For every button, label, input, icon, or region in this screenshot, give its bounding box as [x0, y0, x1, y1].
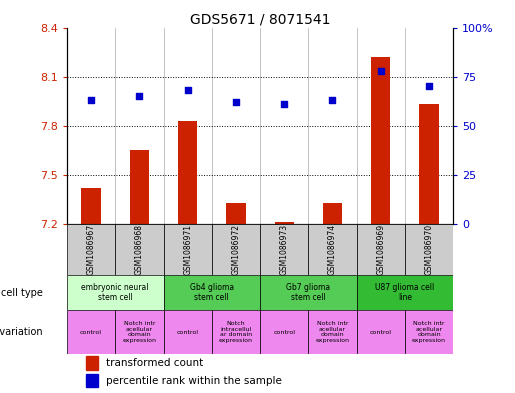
Text: Gb4 glioma
stem cell: Gb4 glioma stem cell	[190, 283, 234, 303]
Text: GSM1086972: GSM1086972	[231, 224, 241, 275]
Text: Notch intr
acellular
domain
expression: Notch intr acellular domain expression	[123, 321, 157, 343]
Text: control: control	[80, 330, 102, 334]
Text: GSM1086971: GSM1086971	[183, 224, 192, 275]
Text: control: control	[273, 330, 295, 334]
Point	[232, 99, 240, 105]
Text: cell type: cell type	[1, 288, 43, 298]
Text: GSM1086969: GSM1086969	[376, 224, 385, 275]
Bar	[163, 275, 260, 310]
Bar	[67, 310, 115, 354]
Text: GSM1086974: GSM1086974	[328, 224, 337, 275]
Bar	[67, 275, 163, 310]
Bar	[356, 310, 405, 354]
Text: embryonic neural
stem cell: embryonic neural stem cell	[81, 283, 149, 303]
Point	[135, 93, 144, 99]
Bar	[419, 105, 439, 224]
Text: Notch intr
acellular
domain
expression: Notch intr acellular domain expression	[412, 321, 446, 343]
Bar	[274, 222, 294, 224]
Point	[425, 83, 433, 90]
Bar	[308, 310, 356, 354]
Text: GSM1086967: GSM1086967	[87, 224, 96, 275]
Text: control: control	[177, 330, 199, 334]
Text: genotype/variation: genotype/variation	[0, 327, 43, 337]
Bar	[260, 224, 308, 275]
Text: GSM1086970: GSM1086970	[424, 224, 434, 275]
Bar	[81, 188, 101, 224]
Bar	[356, 224, 405, 275]
Bar	[226, 203, 246, 224]
Point	[183, 87, 192, 94]
Text: Notch
intracellul
ar domain
expression: Notch intracellul ar domain expression	[219, 321, 253, 343]
Title: GDS5671 / 8071541: GDS5671 / 8071541	[190, 12, 330, 26]
Text: transformed count: transformed count	[106, 358, 203, 368]
Bar	[405, 224, 453, 275]
Bar	[67, 224, 115, 275]
Text: GSM1086968: GSM1086968	[135, 224, 144, 275]
Text: U87 glioma cell
line: U87 glioma cell line	[375, 283, 435, 303]
Bar	[163, 310, 212, 354]
Text: percentile rank within the sample: percentile rank within the sample	[106, 376, 282, 386]
Bar	[212, 224, 260, 275]
Text: control: control	[370, 330, 392, 334]
Text: Gb7 glioma
stem cell: Gb7 glioma stem cell	[286, 283, 331, 303]
Bar	[163, 224, 212, 275]
Bar	[371, 57, 390, 224]
Point	[280, 101, 288, 107]
Bar	[87, 374, 98, 387]
Text: Notch intr
acellular
domain
expression: Notch intr acellular domain expression	[316, 321, 350, 343]
Point	[329, 97, 337, 103]
Point	[376, 68, 385, 74]
Point	[87, 97, 95, 103]
Bar	[212, 310, 260, 354]
Bar	[130, 150, 149, 224]
Bar	[323, 203, 342, 224]
Bar	[260, 310, 308, 354]
Bar	[87, 356, 98, 369]
Bar	[405, 310, 453, 354]
Bar	[115, 224, 163, 275]
Bar	[260, 275, 356, 310]
Text: GSM1086973: GSM1086973	[280, 224, 289, 275]
Bar	[178, 121, 197, 224]
Bar	[356, 275, 453, 310]
Bar	[115, 310, 163, 354]
Bar	[308, 224, 356, 275]
